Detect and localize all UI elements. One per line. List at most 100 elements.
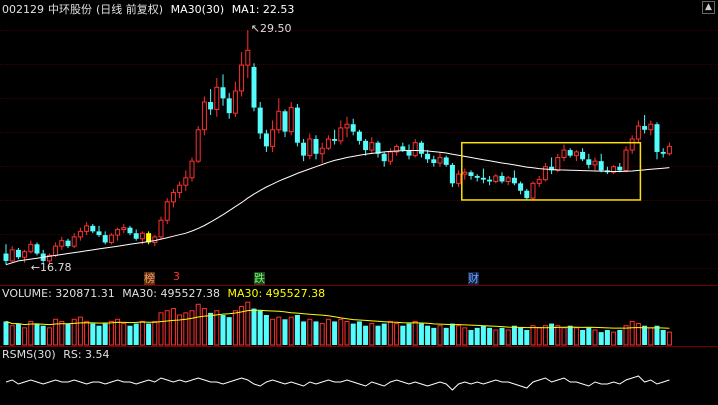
volume-bar — [443, 327, 449, 345]
candle — [77, 230, 83, 238]
candle — [505, 177, 511, 182]
event-marker-die[interactable]: 跌 — [254, 272, 265, 285]
event-marker-bang[interactable]: 榜 — [144, 272, 155, 285]
candle — [313, 139, 319, 154]
candle — [288, 107, 294, 133]
candle — [177, 184, 183, 194]
candle — [530, 182, 536, 199]
candle — [208, 102, 214, 110]
candle — [46, 254, 52, 262]
candle — [152, 236, 158, 243]
volume-bar — [257, 310, 263, 345]
period-label: (日线 前复权) — [96, 3, 164, 16]
candle — [127, 227, 133, 234]
volume-bar — [307, 318, 313, 346]
volume-bar — [449, 323, 455, 345]
volume-bar — [96, 325, 102, 345]
volume-bar — [536, 327, 542, 346]
volume-bar — [648, 327, 654, 346]
ma-value: MA1: 22.53 — [231, 3, 295, 16]
candle — [170, 192, 176, 203]
candle — [214, 86, 220, 110]
candle — [418, 142, 424, 154]
volume-bar — [59, 320, 65, 346]
candle — [332, 139, 338, 141]
volume-bar — [170, 308, 176, 346]
candle — [294, 107, 300, 143]
candle — [363, 140, 369, 151]
candle — [611, 166, 617, 173]
candle — [96, 231, 102, 236]
volume-panel[interactable]: VOLUME: 320871.31 MA30: 495527.38 MA30: … — [0, 286, 718, 346]
candle — [9, 249, 15, 262]
candle — [146, 233, 152, 243]
candle — [394, 145, 400, 153]
rsms-header: RSMS(30) RS: 3.54 — [2, 348, 114, 361]
volume-bar — [406, 323, 412, 345]
candle — [232, 90, 238, 114]
rsms-chart[interactable] — [0, 347, 718, 405]
collapse-button[interactable]: ▲ — [702, 1, 715, 14]
candle — [623, 149, 629, 171]
volume-bar — [139, 320, 145, 346]
candle — [617, 166, 623, 171]
candle — [22, 251, 28, 258]
volume-bar — [425, 325, 431, 345]
volume-bar — [623, 325, 629, 346]
volume-bar — [251, 308, 257, 345]
volume-bar — [592, 329, 598, 346]
candle — [164, 201, 170, 221]
volume-bar — [381, 323, 387, 345]
candle — [133, 233, 139, 239]
volume-bar — [183, 312, 189, 346]
price-panel[interactable]: 002129 中环股份 (日线 前复权) MA30(30) MA1: 22.53 ▲… — [0, 0, 718, 285]
candle — [375, 142, 381, 154]
candlestick-chart[interactable] — [0, 0, 718, 285]
volume-chart[interactable] — [0, 286, 718, 346]
volume-bar — [201, 308, 207, 346]
volume-header: VOLUME: 320871.31 MA30: 495527.38 MA30: … — [2, 287, 329, 300]
volume-ma-1: MA30: 495527.38 — [122, 287, 220, 300]
candle — [654, 124, 660, 152]
volume-bar — [208, 312, 214, 345]
volume-bar — [108, 320, 114, 346]
candle — [567, 150, 573, 156]
volume-bar — [480, 325, 486, 345]
volume-bar — [654, 325, 660, 345]
volume-bar — [561, 327, 567, 346]
volume-ma-2: MA30: 495527.38 — [227, 287, 326, 300]
volume-bar — [294, 315, 300, 345]
volume-bar — [542, 325, 548, 346]
candle — [642, 126, 648, 130]
volume-bar — [152, 320, 158, 346]
volume-bar — [462, 327, 468, 346]
panel-separator — [0, 285, 718, 286]
candle — [282, 111, 288, 132]
ma-name: MA30(30) — [170, 3, 225, 16]
candle — [90, 225, 96, 232]
event-marker-cai[interactable]: 财 — [468, 272, 479, 285]
candle — [220, 87, 226, 99]
candle — [201, 101, 207, 131]
candle — [71, 236, 77, 247]
low-price-label: ←16.78 — [30, 261, 72, 274]
candle — [28, 243, 34, 253]
volume-bar — [102, 323, 108, 345]
candle — [524, 190, 530, 199]
volume-bar — [195, 303, 201, 346]
candle — [344, 123, 350, 129]
volume-bar — [325, 318, 331, 346]
candle — [660, 151, 666, 154]
event-marker-list: 榜 — [144, 270, 155, 286]
candle — [555, 156, 561, 171]
rsms-panel[interactable]: RSMS(30) RS: 3.54 — [0, 347, 718, 405]
candle — [586, 159, 592, 165]
volume-bar — [9, 325, 15, 346]
volume-bar — [350, 323, 356, 345]
arrow-icon: ← — [30, 261, 41, 274]
volume-bar — [338, 318, 344, 346]
volume-ma-line — [5, 309, 670, 329]
volume-bar — [332, 321, 338, 345]
event-marker-3[interactable]: 3 — [173, 270, 180, 283]
volume-bar — [164, 310, 170, 346]
